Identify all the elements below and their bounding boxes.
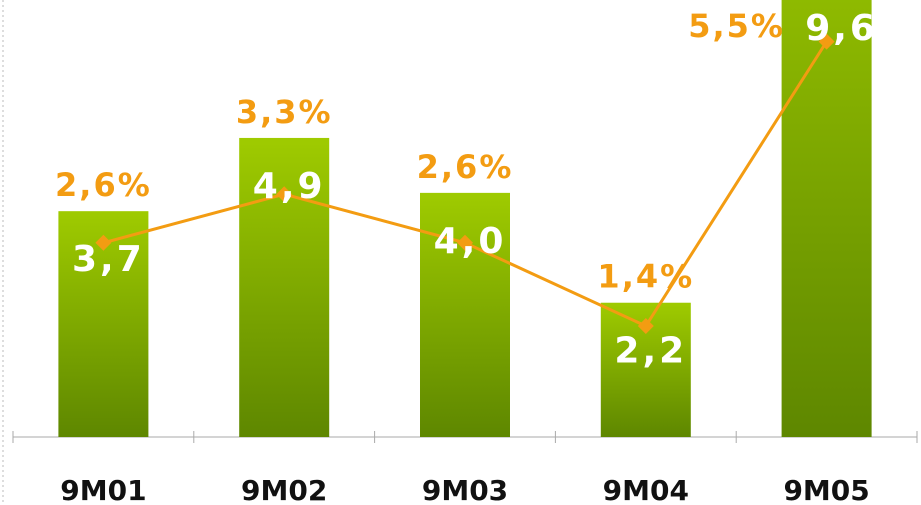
x-tick-label: 9M04 xyxy=(603,474,689,505)
x-tick-label: 9M03 xyxy=(422,474,508,505)
line-value-label: 1,4% xyxy=(597,258,694,296)
line-value-label: 3,3% xyxy=(236,93,333,131)
bar-value-label: 4,0 xyxy=(434,221,507,262)
line-marker xyxy=(637,318,654,335)
line-value-label: 2,6% xyxy=(417,148,514,186)
bar-value-label: 4,9 xyxy=(253,166,326,207)
line-marker xyxy=(276,186,293,203)
x-tick-label: 9M01 xyxy=(60,474,146,505)
bar-value-label: 3,7 xyxy=(72,239,145,280)
line-marker xyxy=(457,234,473,251)
line-value-label: 5,5% xyxy=(688,7,785,45)
bar-value-label: 9,6 xyxy=(805,8,878,49)
bar xyxy=(781,0,872,438)
line-value-label: 2,6% xyxy=(55,166,152,204)
x-tick-label: 9M05 xyxy=(783,474,869,505)
line-marker xyxy=(95,234,112,251)
x-tick-label: 9M02 xyxy=(241,474,327,505)
line-marker xyxy=(818,33,835,50)
bar-value-label: 2,2 xyxy=(614,331,687,372)
